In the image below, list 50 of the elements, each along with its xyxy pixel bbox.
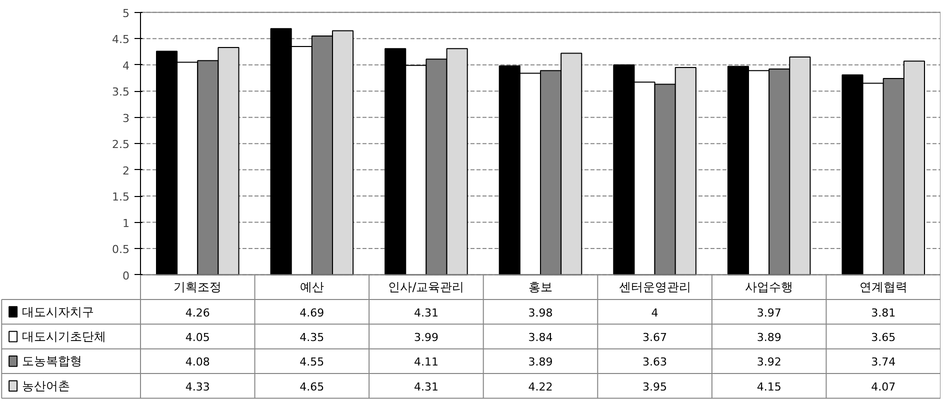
- data-label: 4.69: [300, 306, 324, 320]
- y-tick-label: 4: [122, 59, 130, 72]
- data-label: 4.15: [756, 380, 782, 394]
- data-label: 3.89: [528, 356, 553, 369]
- legend-label: 대도시기초단체: [22, 330, 106, 344]
- x-tick-label: 예산: [300, 280, 324, 294]
- y-tick-label: 0.5: [112, 243, 130, 256]
- data-label: 3.63: [642, 356, 668, 369]
- data-label: 4.35: [300, 331, 324, 344]
- data-label: 3.97: [756, 306, 782, 320]
- x-tick-label: 사업수행: [745, 280, 794, 294]
- y-tick-label: 0: [122, 269, 130, 282]
- data-label: 4.55: [300, 356, 324, 369]
- x-tick-label: 센터운영관리: [618, 280, 691, 294]
- data-label: 4.08: [185, 356, 210, 369]
- x-tick-label: 기획조정: [174, 280, 222, 294]
- y-tick-label: 2.5: [112, 138, 130, 152]
- data-label: 4.22: [528, 380, 553, 394]
- data-label: 4.05: [185, 331, 210, 344]
- y-tick-label: 5: [122, 6, 130, 20]
- data-label: 4.26: [185, 306, 210, 320]
- data-label: 3.81: [871, 306, 896, 320]
- data-label: 3.84: [528, 331, 553, 344]
- data-label: 3.92: [756, 356, 782, 369]
- x-tick-label: 홍보: [528, 280, 552, 294]
- data-label: 4.31: [414, 306, 438, 320]
- data-label: 4.07: [871, 380, 896, 394]
- legend-label: 대도시자치구: [22, 304, 94, 319]
- data-label: 3.95: [642, 380, 668, 394]
- data-label: 4.31: [414, 380, 438, 394]
- y-tick-label: 3.5: [112, 86, 130, 99]
- data-label: 4.33: [185, 380, 210, 394]
- y-tick-label: 1.5: [112, 190, 130, 204]
- data-label: 3.67: [642, 331, 668, 344]
- data-label: 3.98: [528, 306, 553, 320]
- y-tick-label: 4.5: [112, 33, 130, 46]
- data-label: 4.11: [414, 356, 438, 369]
- data-label: 4: [651, 306, 658, 320]
- legend-label: 도농복합형: [22, 354, 82, 368]
- data-label: 3.65: [871, 331, 896, 344]
- data-label: 3.89: [756, 331, 782, 344]
- y-tick-label: 1: [122, 216, 130, 230]
- x-tick-label: 연계협력: [859, 280, 908, 294]
- y-tick-label: 3: [122, 112, 130, 125]
- x-tick-label: 인사/교육관리: [388, 280, 464, 294]
- data-label: 4.65: [300, 380, 324, 394]
- legend-label: 농산어촌: [22, 378, 70, 393]
- y-tick-label: 2: [122, 164, 130, 178]
- data-label: 3.99: [414, 331, 438, 344]
- data-label: 3.74: [871, 356, 896, 369]
